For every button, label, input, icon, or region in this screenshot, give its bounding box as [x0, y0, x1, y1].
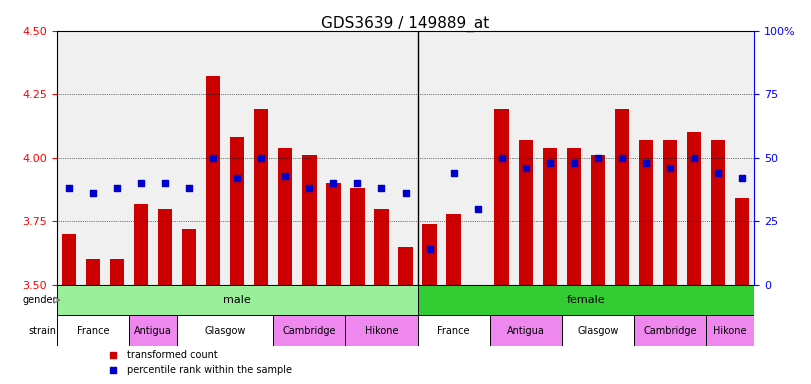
Point — [663, 165, 676, 171]
Bar — [177, 315, 273, 346]
Point — [736, 175, 749, 181]
Bar — [57, 315, 129, 346]
Point — [447, 170, 460, 176]
Point — [519, 165, 532, 171]
Point — [279, 172, 292, 179]
Bar — [158, 209, 172, 285]
Text: Antigua: Antigua — [134, 326, 172, 336]
Point — [375, 185, 388, 191]
Bar — [374, 209, 388, 285]
Point — [471, 205, 484, 212]
Bar — [398, 247, 413, 285]
Bar — [495, 109, 509, 285]
Bar — [418, 285, 754, 315]
Bar — [446, 214, 461, 285]
Point — [135, 180, 148, 186]
Bar — [518, 140, 533, 285]
Bar — [62, 234, 76, 285]
Text: Hikone: Hikone — [714, 326, 747, 336]
Text: gender: gender — [22, 295, 57, 305]
Point — [62, 185, 75, 191]
Text: male: male — [223, 295, 251, 305]
Bar — [687, 132, 702, 285]
Point — [106, 352, 119, 358]
Bar — [230, 137, 244, 285]
Bar — [543, 147, 557, 285]
Point — [423, 246, 436, 252]
Point — [640, 160, 653, 166]
Bar — [278, 147, 293, 285]
Bar — [590, 155, 605, 285]
Bar — [423, 224, 437, 285]
Bar — [567, 147, 581, 285]
Bar — [350, 188, 365, 285]
Point — [568, 160, 581, 166]
Bar — [562, 315, 634, 346]
Bar — [182, 229, 196, 285]
Point — [110, 185, 123, 191]
Bar — [254, 109, 268, 285]
Bar — [326, 183, 341, 285]
Bar — [302, 155, 316, 285]
Point — [591, 155, 604, 161]
Bar — [206, 76, 221, 285]
Bar — [418, 315, 490, 346]
Text: percentile rank within the sample: percentile rank within the sample — [127, 365, 291, 375]
Point — [616, 155, 629, 161]
Bar — [470, 285, 485, 336]
Bar — [639, 140, 653, 285]
Text: GDS3639 / 149889_at: GDS3639 / 149889_at — [321, 15, 490, 31]
Point — [86, 190, 99, 197]
Point — [106, 367, 119, 373]
Point — [496, 155, 508, 161]
Bar — [134, 204, 148, 285]
Text: Antigua: Antigua — [507, 326, 545, 336]
Point — [688, 155, 701, 161]
Point — [158, 180, 171, 186]
Bar — [634, 315, 706, 346]
Bar — [129, 315, 177, 346]
Text: strain: strain — [28, 326, 57, 336]
Point — [543, 160, 556, 166]
Text: female: female — [567, 295, 605, 305]
Bar — [615, 109, 629, 285]
Bar — [86, 260, 100, 285]
Point — [207, 155, 220, 161]
Bar — [735, 199, 749, 285]
Bar — [57, 285, 418, 315]
Point — [230, 175, 243, 181]
Point — [712, 170, 725, 176]
Bar — [273, 315, 345, 346]
Text: Hikone: Hikone — [365, 326, 398, 336]
Text: France: France — [437, 326, 470, 336]
Bar — [345, 315, 418, 346]
Point — [327, 180, 340, 186]
Text: France: France — [76, 326, 109, 336]
Text: Cambridge: Cambridge — [282, 326, 336, 336]
Bar — [711, 140, 725, 285]
Point — [399, 190, 412, 197]
Bar — [490, 315, 562, 346]
Bar — [663, 140, 677, 285]
Bar — [706, 315, 754, 346]
Text: Glasgow: Glasgow — [577, 326, 619, 336]
Text: Glasgow: Glasgow — [204, 326, 246, 336]
Point — [255, 155, 268, 161]
Text: Cambridge: Cambridge — [643, 326, 697, 336]
Bar — [109, 260, 124, 285]
Text: transformed count: transformed count — [127, 350, 217, 360]
Point — [182, 185, 195, 191]
Point — [351, 180, 364, 186]
Point — [303, 185, 315, 191]
